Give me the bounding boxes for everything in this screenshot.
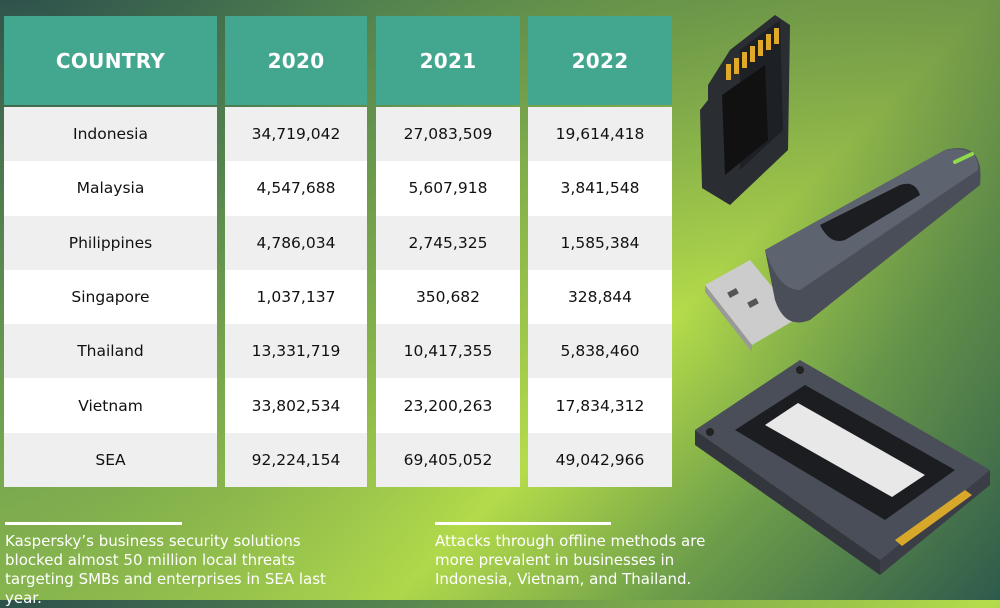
table-cell: 23,200,263	[376, 378, 520, 433]
table-column: COUNTRY Indonesia Malaysia Philippines Singa…	[4, 16, 217, 488]
table-cell: 19,614,418	[528, 107, 672, 162]
country-label: Indonesia	[4, 107, 217, 162]
table-cell: 1,037,137	[225, 269, 367, 325]
ssd-drive-icon	[695, 360, 990, 575]
table-cell: 2,745,325	[376, 215, 520, 270]
devices-illustration	[695, 15, 990, 575]
table-cell: 34,719,042	[225, 107, 367, 162]
table-cell: 69,405,052	[376, 432, 520, 488]
column-header: 2020	[225, 16, 367, 105]
table-cell: 1,585,384	[528, 215, 672, 270]
table-cell: 92,224,154	[225, 432, 367, 488]
divider-right	[435, 522, 611, 525]
table-cell: 5,607,918	[376, 161, 520, 216]
table-cell: 4,786,034	[225, 215, 367, 270]
column-header: COUNTRY	[4, 16, 217, 105]
note-right: Attacks through offline methods are more…	[435, 532, 706, 588]
country-label: Vietnam	[4, 378, 217, 433]
sd-card-icon	[700, 15, 790, 205]
table-column: 2022 19,614,418 3,841,548 1,585,384 328,844 5…	[528, 16, 672, 488]
table-cell: 49,042,966	[528, 432, 672, 488]
divider-left	[5, 522, 182, 525]
table-cell: 33,802,534	[225, 378, 367, 433]
table-column: 2020 34,719,042 4,547,688 4,786,034 1,037,13…	[225, 16, 367, 488]
table-cell: 27,083,509	[376, 107, 520, 162]
country-label: SEA	[4, 432, 217, 488]
note-left: Kaspersky’s business security solutions …	[5, 532, 326, 607]
country-label: Singapore	[4, 269, 217, 325]
table-cell: 328,844	[528, 269, 672, 325]
table-cell: 5,838,460	[528, 324, 672, 379]
table-cell: 3,841,548	[528, 161, 672, 216]
column-header: 2022	[528, 16, 672, 105]
country-label: Malaysia	[4, 161, 217, 216]
usb-drive-icon	[705, 148, 981, 352]
table-cell: 13,331,719	[225, 324, 367, 379]
table-cell: 4,547,688	[225, 161, 367, 216]
table-column: 2021 27,083,509 5,607,918 2,745,325 350,682 1…	[376, 16, 520, 488]
table-cell: 10,417,355	[376, 324, 520, 379]
table-cell: 17,834,312	[528, 378, 672, 433]
country-label: Thailand	[4, 324, 217, 379]
table-cell: 350,682	[376, 269, 520, 325]
country-label: Philippines	[4, 215, 217, 270]
column-header: 2021	[376, 16, 520, 105]
